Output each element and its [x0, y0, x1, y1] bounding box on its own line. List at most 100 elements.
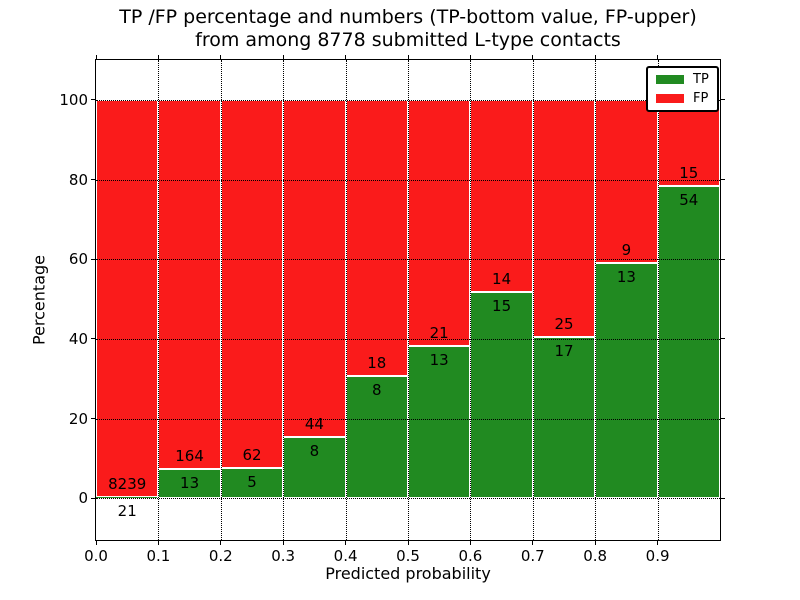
x-tick-bottom — [532, 540, 534, 545]
bar-segment-fp — [158, 99, 221, 469]
x-tick-label: 0.1 — [146, 547, 171, 565]
x-tick-top — [532, 55, 534, 60]
grid-line-vertical — [470, 60, 472, 540]
x-tick-bottom — [469, 540, 471, 545]
x-tick-top — [282, 55, 284, 60]
x-tick-label: 0.8 — [583, 547, 608, 565]
chart-title-line1: TP /FP percentage and numbers (TP-bottom… — [119, 6, 697, 28]
chart-title: TP /FP percentage and numbers (TP-bottom… — [96, 6, 720, 52]
fp-count-label: 21 — [429, 323, 449, 342]
tp-count-label: 5 — [247, 473, 257, 492]
x-tick-top — [469, 55, 471, 60]
x-axis-label: Predicted probability — [325, 564, 491, 583]
x-tick-bottom — [345, 540, 347, 545]
tp-swatch-icon — [656, 75, 684, 84]
bar-segment-tp — [408, 345, 471, 499]
fp-count-label: 18 — [367, 353, 387, 372]
tp-count-label: 17 — [554, 341, 574, 360]
x-tick-bottom — [157, 540, 159, 545]
bar-segment-fp — [532, 99, 596, 337]
x-tick-label: 0.9 — [645, 547, 670, 565]
grid-line-vertical — [657, 60, 659, 540]
grid-line-vertical — [345, 60, 347, 540]
bar-segment-tp — [595, 262, 658, 499]
legend-label-fp: FP — [693, 91, 709, 106]
fp-swatch-icon — [656, 94, 684, 103]
tp-count-label: 54 — [679, 191, 699, 210]
grid-line-vertical — [220, 60, 222, 540]
tp-count-label: 15 — [492, 297, 512, 316]
y-tick-right — [720, 179, 725, 180]
x-tick-top — [594, 55, 596, 60]
x-tick-top — [220, 55, 222, 60]
x-tick-bottom — [594, 540, 596, 545]
y-tick-left — [91, 179, 96, 180]
bar-segment-fp — [470, 99, 533, 293]
tp-count-label: 8 — [372, 380, 382, 399]
tp-count-label: 13 — [616, 267, 636, 286]
bar-segment-tp — [470, 292, 533, 499]
x-tick-bottom — [657, 540, 659, 545]
x-tick-top — [345, 55, 347, 60]
x-tick-bottom — [282, 540, 284, 545]
x-tick-bottom — [220, 540, 222, 545]
fp-count-label: 62 — [242, 446, 262, 465]
plot-area: Percentage Predicted probability TP FP 8… — [30, 55, 725, 583]
x-tick-label: 0.7 — [520, 547, 545, 565]
y-tick-right — [720, 418, 725, 419]
chart-title-line2: from among 8778 submitted L-type contact… — [195, 29, 621, 51]
x-tick-bottom — [407, 540, 409, 545]
x-tick-label: 0.0 — [84, 547, 108, 565]
y-tick-left — [91, 338, 96, 340]
y-tick-left — [91, 497, 96, 499]
x-tick-label: 0.2 — [208, 547, 233, 565]
y-tick-left — [91, 258, 96, 260]
grid-line-vertical — [532, 60, 534, 540]
x-tick-top — [657, 55, 659, 60]
legend-label-tp: TP — [693, 72, 709, 87]
x-tick-top — [157, 55, 159, 60]
x-tick-label: 0.3 — [271, 547, 296, 565]
fp-count-label: 44 — [304, 414, 324, 433]
y-tick-label: 20 — [68, 409, 88, 428]
bar-segment-fp — [283, 99, 346, 437]
tp-count-label: 13 — [429, 350, 449, 369]
x-tick-bottom — [95, 540, 97, 545]
y-tick-left — [91, 418, 96, 419]
fp-count-label: 9 — [621, 240, 632, 259]
grid-line-vertical — [158, 60, 160, 540]
legend-item-fp: FP — [656, 92, 709, 105]
tp-count-label: 13 — [180, 473, 200, 492]
bar-segment-tp — [96, 497, 159, 499]
fp-count-label: 14 — [492, 270, 512, 289]
fp-count-label: 8239 — [108, 475, 147, 494]
y-tick-right — [720, 497, 725, 499]
x-tick-label: 0.6 — [458, 547, 483, 565]
tp-count-label: 8 — [309, 441, 320, 460]
bar-segment-fp — [657, 99, 720, 187]
bar-segment-fp — [96, 99, 159, 498]
x-tick-top — [407, 55, 409, 60]
y-tick-right — [720, 258, 725, 260]
y-tick-label: 0 — [78, 489, 88, 508]
grid-line-vertical — [408, 60, 409, 540]
y-tick-label: 80 — [68, 170, 88, 189]
grid-line-vertical — [283, 60, 285, 540]
fp-count-label: 25 — [554, 314, 574, 333]
y-tick-left — [91, 99, 96, 101]
x-tick-label: 0.4 — [333, 547, 358, 565]
y-tick-label: 60 — [68, 250, 88, 269]
bar-segment-tp — [345, 375, 408, 499]
legend: TP FP — [646, 66, 719, 112]
tp-count-label: 21 — [117, 502, 137, 521]
grid-line-vertical — [595, 60, 597, 540]
fp-count-label: 164 — [175, 446, 204, 465]
fp-count-label: 15 — [679, 164, 699, 183]
legend-item-tp: TP — [656, 73, 709, 86]
bar-segment-tp — [657, 186, 720, 499]
bar-segment-tp — [532, 336, 596, 499]
x-tick-top — [95, 55, 97, 60]
y-tick-label: 40 — [68, 329, 88, 348]
y-tick-label: 100 — [59, 90, 88, 109]
